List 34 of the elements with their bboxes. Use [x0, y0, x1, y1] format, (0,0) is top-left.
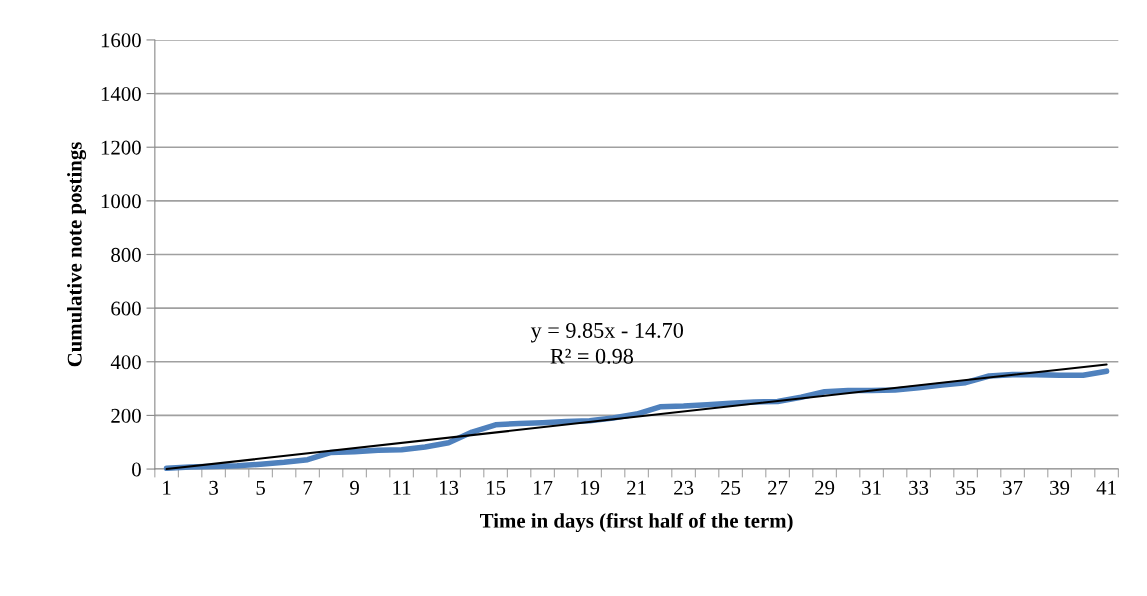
x-tick-label: 37 [1003, 480, 1023, 495]
x-tick-label: 7 [303, 480, 313, 495]
x-tick-label: 21 [627, 480, 646, 495]
x-tick-label: 23 [674, 480, 694, 495]
x-tick-label: 33 [909, 480, 929, 495]
x-tick-label: 35 [956, 480, 976, 495]
y-tick-label: 1200 [101, 140, 141, 155]
y-tick-label: 400 [110, 355, 141, 370]
x-tick-label: 1 [163, 480, 171, 495]
x-tick-label: 13 [440, 480, 459, 495]
x-tick-label: 25 [721, 480, 741, 495]
x-tick-label: 41 [1096, 480, 1116, 495]
y-tick-label: 600 [111, 301, 141, 316]
x-tick-label: 27 [768, 480, 788, 495]
x-tick-label: 31 [862, 480, 881, 495]
x-tick-label: 3 [209, 480, 218, 495]
x-tick-label: 5 [256, 480, 265, 495]
x-tick-label: 39 [1050, 480, 1070, 495]
y-tick-label: 0 [132, 462, 141, 477]
y-tick-label: 1000 [101, 194, 141, 209]
x-tick-label: 15 [487, 480, 506, 495]
x-tick-label: 19 [581, 480, 600, 495]
y-tick-label: 800 [111, 247, 141, 262]
x-tick-label: 17 [534, 480, 553, 495]
y-tick-label: 200 [111, 408, 141, 423]
annotation: R² = 0.98 [550, 348, 634, 364]
x-tick-label: 29 [815, 480, 835, 495]
y-axis-title: Cumulative note postings [67, 142, 87, 367]
y-tick-label: 1400 [101, 86, 141, 102]
y-tick-label: 1600 [101, 33, 141, 48]
x-tick-label: 11 [393, 480, 411, 495]
x-tick-label: 9 [350, 480, 359, 495]
x-axis-title: Time in days (first half of the term) [480, 512, 793, 533]
annotation: y = 9.85x - 14.70 [530, 322, 684, 343]
